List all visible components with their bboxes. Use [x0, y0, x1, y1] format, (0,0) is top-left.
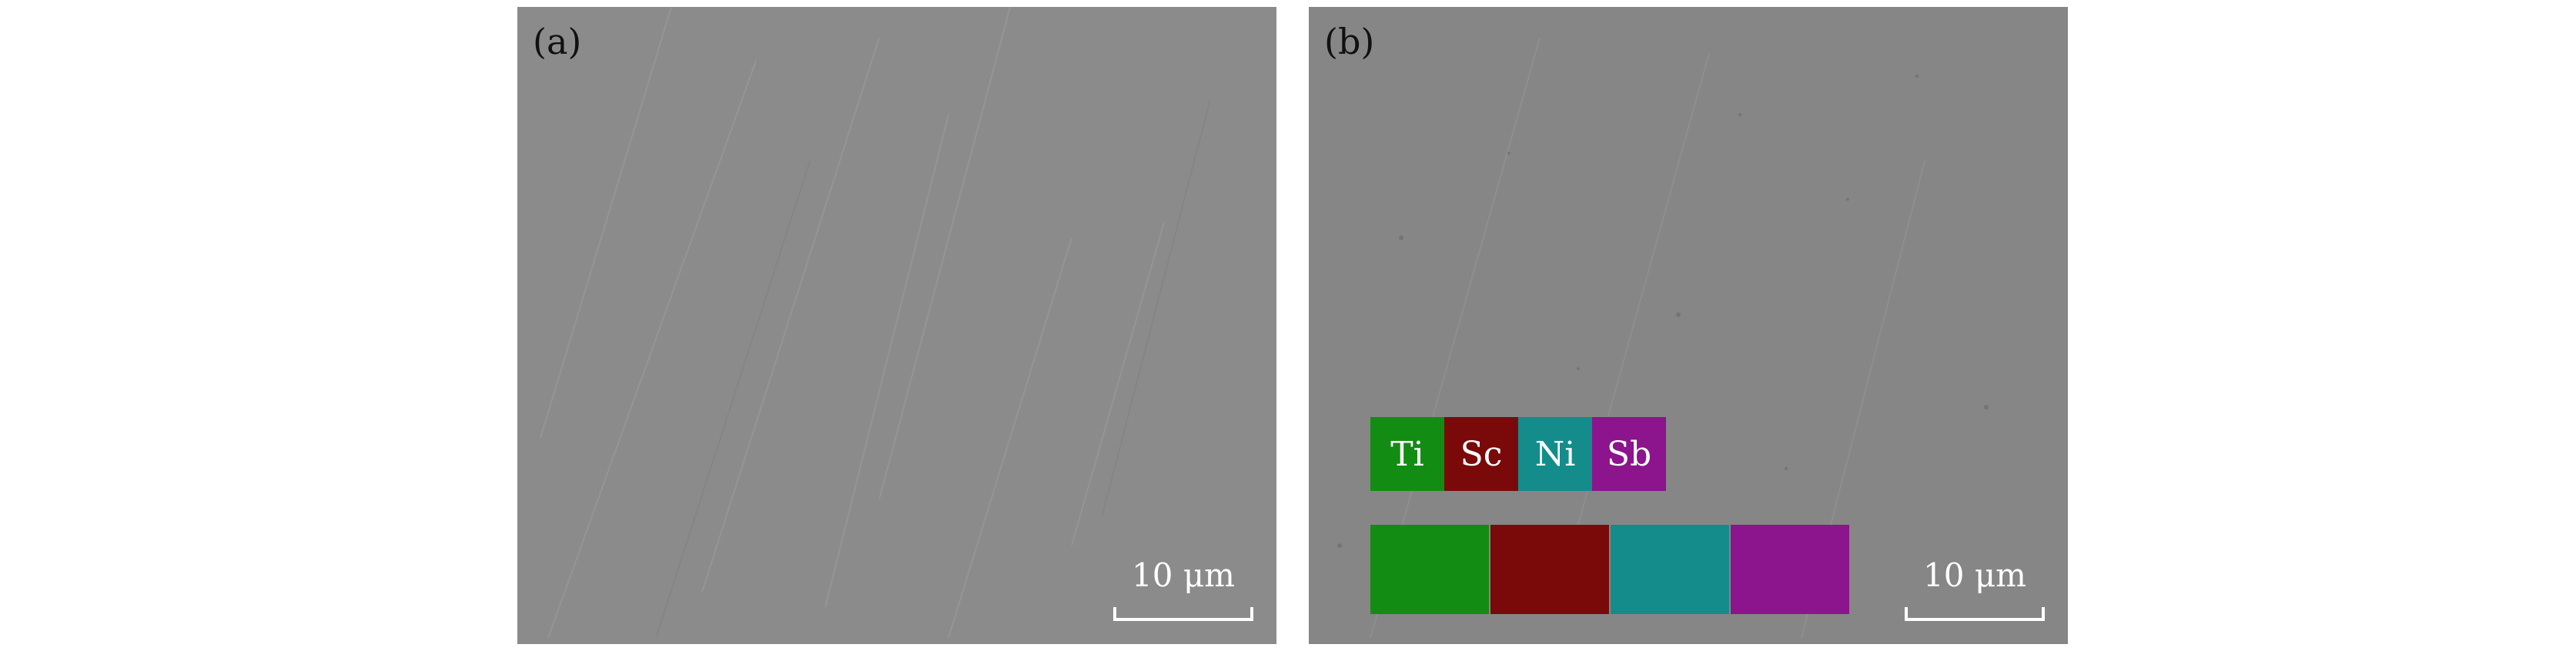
scale-bar: 10 μm	[1113, 559, 1253, 621]
legend-item-ni: Ni	[1518, 417, 1592, 491]
legend-item-sb: Sb	[1592, 417, 1666, 491]
scale-bar-line	[1113, 607, 1253, 621]
map-tile-sb	[1731, 525, 1849, 614]
legend-item-sc: Sc	[1444, 417, 1518, 491]
sem-image-panel-a: (a) 10 μm	[517, 7, 1276, 644]
element-legend: Ti Sc Ni Sb	[1370, 417, 1666, 491]
scale-bar-label: 10 μm	[1923, 556, 2026, 594]
scale-bar-line	[1905, 607, 2045, 621]
panel-label: (a)	[533, 21, 582, 62]
element-maps	[1370, 525, 1851, 614]
map-tile-ni	[1611, 525, 1729, 614]
scale-bar-label: 10 μm	[1132, 556, 1235, 594]
sem-image-panel-b: (b) Ti Sc Ni Sb 10 μm	[1309, 7, 2068, 644]
surface-texture	[540, 7, 1211, 639]
legend-item-ti: Ti	[1370, 417, 1444, 491]
scale-bar: 10 μm	[1905, 559, 2045, 621]
map-tile-ti	[1370, 525, 1489, 614]
panel-label: (b)	[1324, 21, 1375, 62]
map-tile-sc	[1490, 525, 1609, 614]
